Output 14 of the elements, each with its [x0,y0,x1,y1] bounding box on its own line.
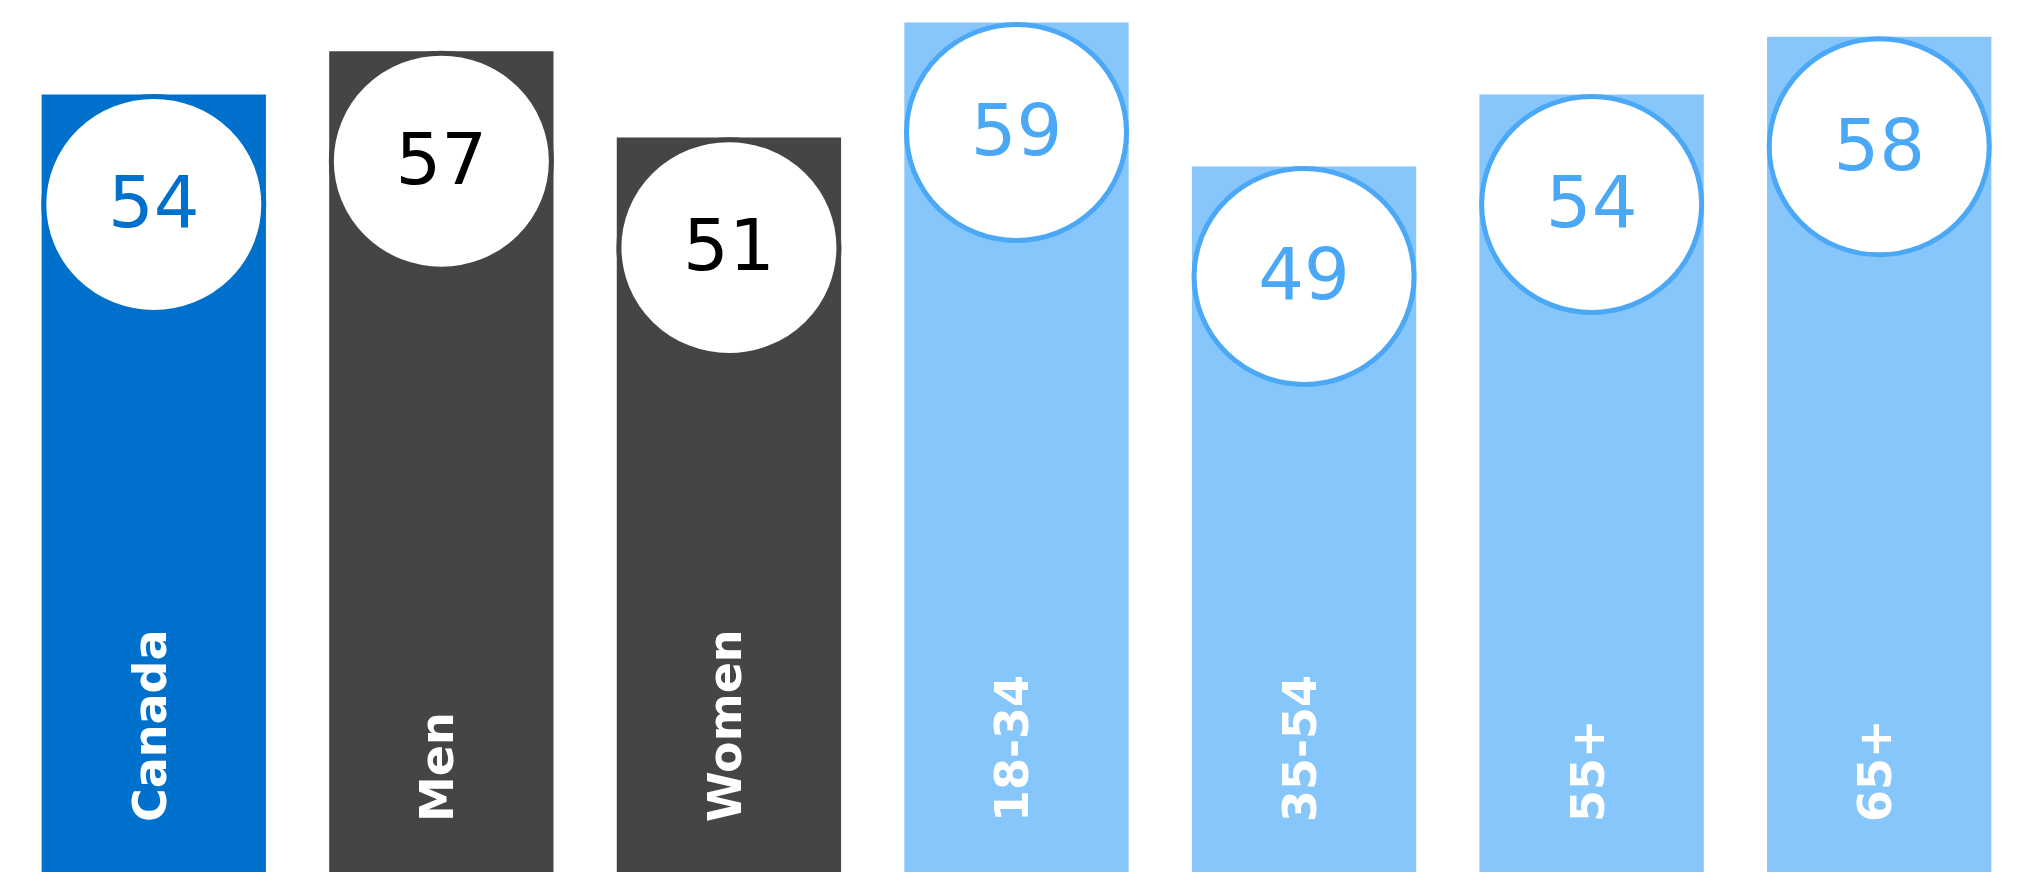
data-label: 54 [107,160,200,245]
data-label: 57 [395,116,488,201]
x-tick-label: 35-54 [1273,674,1328,822]
data-label: 49 [1258,232,1350,317]
x-tick-label: Women [697,629,752,822]
x-tick-label: Canada [122,629,177,822]
data-label: 58 [1833,102,1926,187]
data-label: 59 [970,88,1063,173]
x-tick-label: 18-34 [985,674,1040,822]
x-tick-label: Men [410,712,465,822]
data-label: 54 [1545,160,1638,245]
x-tick-label: 55+ [1560,719,1615,822]
data-label: 51 [683,203,775,288]
x-tick-label: 65+ [1848,719,1903,822]
